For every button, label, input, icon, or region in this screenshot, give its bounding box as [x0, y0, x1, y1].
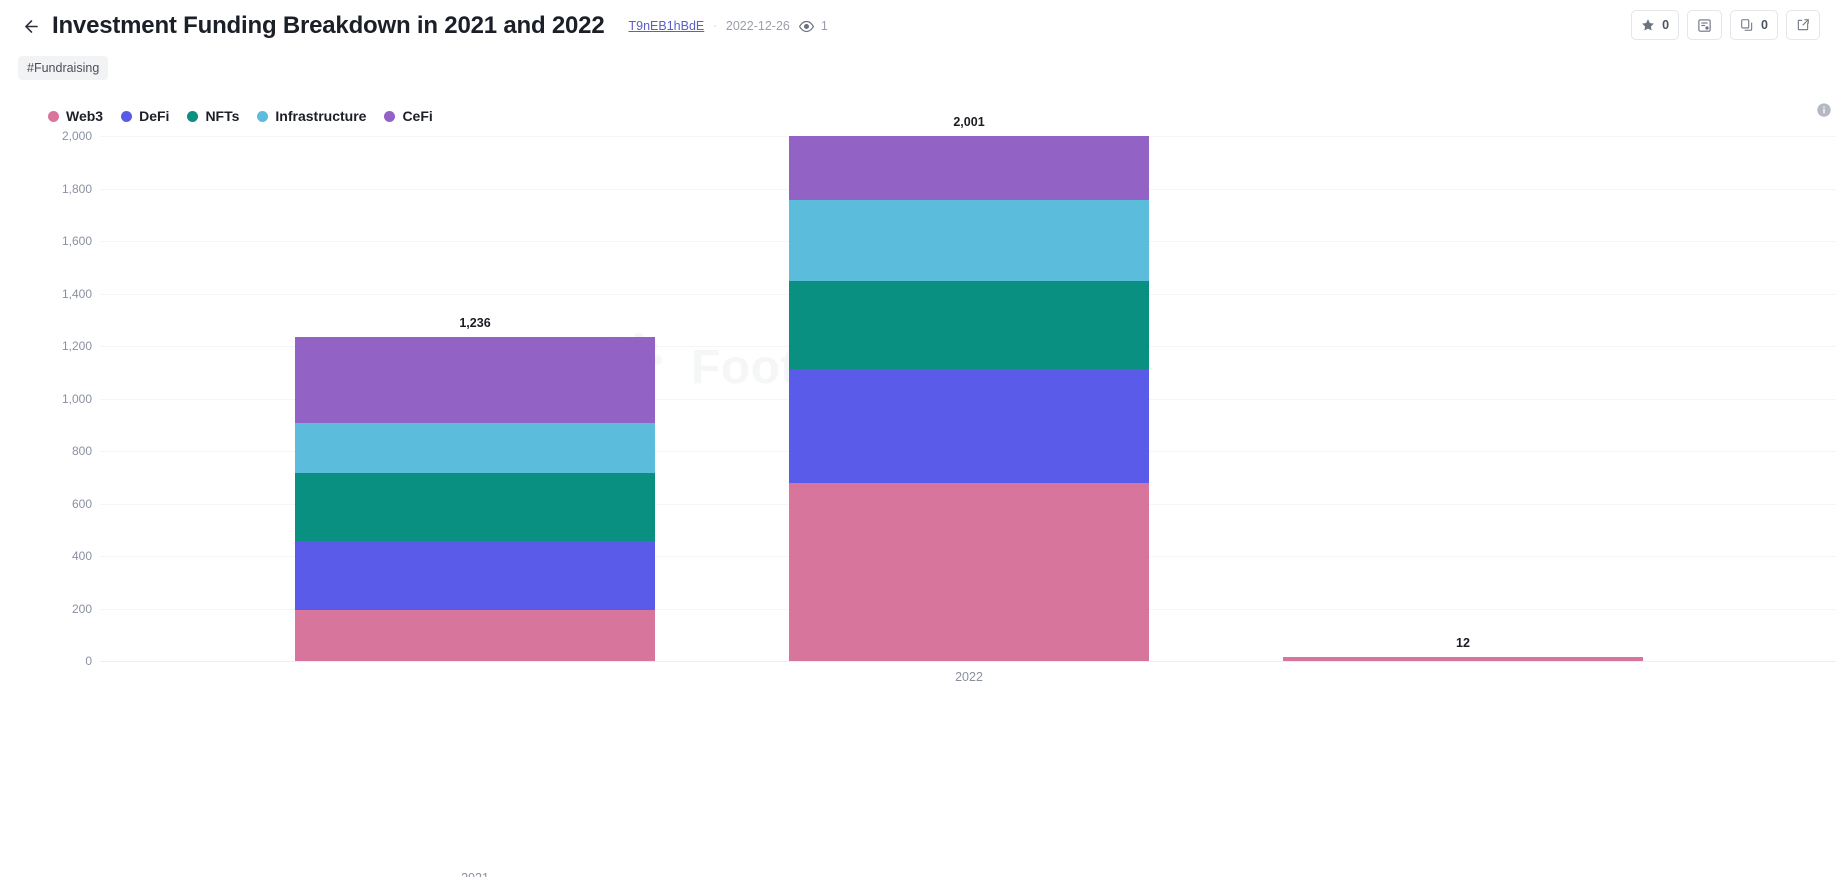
bar-segment-web3[interactable] — [1283, 657, 1643, 661]
star-icon — [1642, 19, 1654, 31]
page-title: Investment Funding Breakdown in 2021 and… — [52, 12, 605, 39]
view-count: 1 — [798, 19, 828, 34]
report-button[interactable] — [1687, 10, 1723, 40]
bar-group-2023[interactable]: 122023 — [1283, 636, 1643, 661]
legend-label: DeFi — [139, 108, 170, 124]
bar-segment-web3[interactable] — [789, 483, 1149, 661]
dataset-id-link[interactable]: T9nEB1hBdE — [628, 19, 705, 33]
created-date: 2022-12-26 — [725, 19, 790, 33]
legend-item-nfts[interactable]: NFTs — [187, 108, 239, 124]
y-axis-tick-label: 600 — [71, 496, 92, 511]
legend-label: Infrastructure — [275, 108, 367, 124]
y-axis-tick-label: 1,200 — [61, 339, 92, 353]
eye-icon — [798, 19, 814, 34]
bar-segment-nfts[interactable] — [295, 472, 655, 541]
legend-item-web3[interactable]: Web3 — [48, 108, 103, 124]
legend-color-swatch — [257, 110, 269, 122]
duplicate-icon — [1741, 19, 1753, 31]
legend-label: NFTs — [205, 108, 240, 124]
legend-item-cefi[interactable]: CeFi — [384, 108, 433, 124]
bar-total-label: 1,236 — [459, 315, 491, 330]
legend-item-infrastructure[interactable]: Infrastructure — [257, 108, 366, 124]
bar-series-group: 1,236 2021 2,001 2022 122023 — [0, 115, 1836, 877]
favorite-button[interactable]: 0 — [1631, 10, 1680, 40]
y-axis-tick-label: 0 — [85, 654, 92, 668]
y-axis-tick-label: 1,800 — [61, 181, 92, 196]
bar-segment-defi[interactable] — [789, 369, 1149, 484]
x-axis-line — [100, 661, 1836, 662]
report-icon — [1698, 18, 1711, 32]
x-axis-tick-label: 2021 — [295, 871, 655, 877]
tag-fundraising[interactable]: #Fundraising — [18, 56, 109, 80]
favorite-count: 0 — [1662, 18, 1670, 32]
bar-group-2022[interactable]: 2,001 2022 — [789, 115, 1149, 684]
arrow-left-icon — [24, 19, 38, 33]
legend-color-swatch — [384, 110, 396, 122]
bar-total-label: 12 — [1456, 636, 1470, 650]
view-count-value: 1 — [820, 19, 828, 33]
bar-segment-defi[interactable] — [295, 540, 655, 611]
chart-legend: Web3 DeFi NFTs Infrastructure CeFi — [48, 108, 433, 124]
bar-segment-infrastructure[interactable] — [295, 422, 655, 473]
y-axis-tick-label: 800 — [71, 444, 92, 458]
bar-segment-infrastructure[interactable] — [789, 200, 1149, 282]
share-external-icon — [1797, 19, 1809, 31]
legend-color-swatch — [48, 110, 59, 122]
info-icon[interactable] — [1814, 100, 1834, 120]
y-axis-tick-label: 200 — [71, 601, 92, 616]
legend-item-defi[interactable]: DeFi — [121, 108, 169, 124]
y-axis-tick-label: 1,000 — [61, 391, 92, 406]
y-axis-tick-label: 1,400 — [61, 286, 92, 301]
bar-segment-nfts[interactable] — [789, 281, 1149, 370]
page-header: Investment Funding Breakdown in 2021 and… — [0, 0, 1836, 52]
legend-label: CeFi — [402, 108, 433, 124]
bar-segment-cefi[interactable] — [295, 336, 655, 423]
meta-separator: · — [713, 20, 717, 32]
duplicate-count: 0 — [1761, 18, 1768, 32]
bar-group-2021[interactable]: 1,236 2021 — [295, 316, 655, 877]
bar-total-label: 2,001 — [953, 114, 985, 129]
bar-segment-web3[interactable] — [295, 610, 655, 661]
y-axis-tick-label: 1,600 — [61, 234, 92, 248]
tag-row: #Fundraising — [0, 52, 1836, 80]
legend-color-swatch — [187, 110, 199, 122]
y-axis-tick-label: 400 — [71, 549, 92, 563]
y-axis-tick-label: 2,000 — [61, 129, 92, 143]
bar-segment-cefi[interactable] — [789, 135, 1149, 201]
chart-plot-area: 0 200 400 600 800 1,000 1,200 1,400 1,600 1,800 2,… — [0, 115, 1836, 877]
chart-container: Web3 DeFi NFTs Infrastructure CeFi 0 200 400 60… — [0, 103, 1836, 877]
back-button[interactable] — [18, 13, 44, 39]
share-button[interactable] — [1786, 10, 1820, 40]
header-actions: 0 0 — [1631, 10, 1820, 40]
page-metadata: T9nEB1hBdE · 2022-12-26 1 — [628, 19, 827, 34]
legend-color-swatch — [121, 110, 133, 122]
duplicate-button[interactable]: 0 — [1730, 10, 1778, 40]
x-axis-tick-label: 2022 — [955, 669, 983, 684]
legend-label: Web3 — [66, 108, 104, 124]
y-axis: 0 200 400 600 800 1,000 1,200 1,400 1,600 1,800 2,… — [0, 129, 100, 668]
